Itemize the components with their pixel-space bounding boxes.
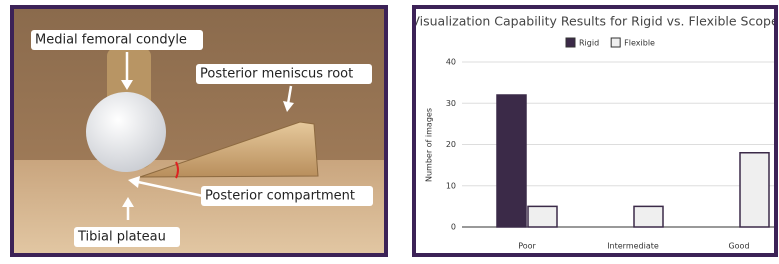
- chart-title: Visualization Capability Results for Rig…: [411, 14, 779, 29]
- y-tick-label: 30: [446, 99, 456, 108]
- x-tick-label: Good: [728, 242, 749, 251]
- photo-label: Tibial plateau: [77, 230, 166, 245]
- y-tick-label: 40: [446, 58, 456, 67]
- bar: [634, 206, 663, 227]
- y-axis-label: Number of images: [425, 108, 434, 182]
- bar: [528, 206, 557, 227]
- bar: [497, 95, 526, 227]
- y-tick-label: 20: [446, 140, 456, 149]
- legend-label: Flexible: [624, 39, 655, 48]
- legend-swatch: [566, 38, 575, 47]
- figure: Medial femoral condyle Posterior meniscu…: [0, 0, 779, 260]
- x-tick-label: Intermediate: [607, 242, 659, 251]
- bar: [740, 153, 769, 227]
- photo-panel: Medial femoral condyle Posterior meniscu…: [12, 7, 386, 255]
- legend-swatch: [611, 38, 620, 47]
- photo-ball: [86, 92, 166, 172]
- y-tick-label: 10: [446, 181, 456, 190]
- photo-label: Posterior meniscus root: [200, 67, 353, 82]
- legend-label: Rigid: [579, 39, 599, 48]
- y-tick-label: 0: [451, 223, 456, 232]
- x-tick-label: Poor: [518, 242, 536, 251]
- photo-label: Medial femoral condyle: [35, 33, 187, 48]
- photo-label: Posterior compartment: [205, 189, 355, 204]
